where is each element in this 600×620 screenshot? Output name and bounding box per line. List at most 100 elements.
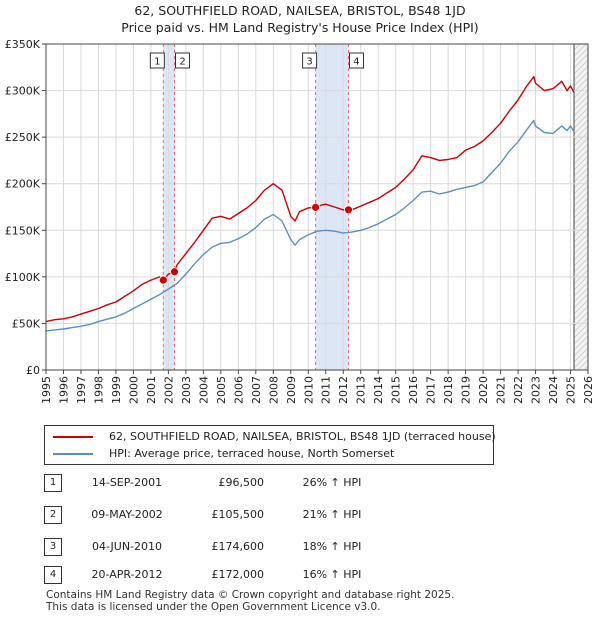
hatch-line (573, 341, 589, 357)
transaction-hpi: 26% ↑ HPI (302, 476, 362, 489)
hatch-line (573, 305, 589, 321)
legend-label-property: 62, SOUTHFIELD ROAD, NAILSEA, BRISTOL, B… (109, 430, 496, 443)
x-tick-label: 2017 (425, 376, 438, 404)
legend-swatch-property (53, 436, 93, 438)
x-tick-label: 2005 (215, 376, 228, 404)
x-tick-label: 2016 (407, 376, 420, 404)
transaction-point (311, 202, 321, 212)
x-tick-label: 2001 (145, 376, 158, 404)
hatch-line (573, 299, 589, 315)
hatch-line (573, 335, 589, 351)
transaction-number: 4 (44, 566, 62, 584)
hatch-line (583, 365, 589, 371)
hatch-line (573, 107, 589, 123)
hatch-line (573, 125, 589, 141)
transaction-price: £174,600 (211, 540, 265, 553)
hatch-line (573, 179, 589, 195)
hatch-line (573, 53, 589, 69)
hatch-line (573, 197, 589, 213)
y-tick-label: £150K (5, 224, 41, 237)
hatch-line (573, 113, 589, 129)
transaction-date: 09-MAY-2002 (91, 508, 163, 521)
transaction-price: £105,500 (211, 508, 265, 521)
hatch-line (573, 347, 589, 363)
transaction-label: 1 (154, 57, 160, 68)
hatch-line (573, 317, 589, 333)
y-tick-label: £0 (26, 364, 40, 377)
hatch-line (573, 275, 589, 291)
table-row: 1 14-SEP-2001 £96,500 26% ↑ HPI (44, 474, 444, 494)
hatch-line (573, 203, 589, 219)
hatch-line (573, 245, 589, 261)
table-row: 2 09-MAY-2002 £105,500 21% ↑ HPI (44, 506, 444, 526)
x-tick-label: 2014 (372, 376, 385, 404)
x-tick-label: 2011 (320, 376, 333, 404)
transaction-label-box (302, 52, 318, 69)
x-tick-label: 1997 (75, 376, 88, 404)
x-tick-label: 1999 (110, 376, 123, 404)
transaction-label-box (175, 52, 191, 69)
legend-label-hpi: HPI: Average price, terraced house, Nort… (109, 447, 395, 460)
hatch-line (573, 143, 589, 159)
x-tick-label: 2003 (180, 376, 193, 404)
footer-copyright: Contains HM Land Registry data © Crown c… (46, 589, 455, 601)
x-tick-label: 2000 (127, 376, 140, 404)
transaction-date: 04-JUN-2010 (91, 540, 163, 553)
hatch-line (573, 43, 587, 57)
hatch-line (573, 161, 589, 177)
x-tick-label: 2018 (442, 376, 455, 404)
legend: 62, SOUTHFIELD ROAD, NAILSEA, BRISTOL, B… (44, 425, 496, 465)
hatch-line (573, 281, 589, 297)
x-tick-label: 2007 (250, 376, 263, 404)
table-row: 3 04-JUN-2010 £174,600 18% ↑ HPI (44, 538, 444, 558)
transaction-price: £96,500 (218, 476, 265, 489)
transaction-hpi: 21% ↑ HPI (302, 508, 362, 521)
footer: Contains HM Land Registry data © Crown c… (46, 589, 454, 613)
transaction-point (170, 267, 179, 277)
hatch-line (573, 323, 589, 339)
x-tick-label: 2020 (477, 376, 490, 404)
x-tick-label: 1996 (57, 376, 70, 404)
x-tick-label: 2015 (390, 376, 403, 404)
transaction-label: 2 (179, 57, 185, 68)
x-tick-label: 2019 (460, 376, 473, 404)
chart-title: 62, SOUTHFIELD ROAD, NAILSEA, BRISTOL, B… (134, 3, 466, 18)
hatch-line (573, 43, 581, 51)
hatch-line (573, 233, 589, 249)
transaction-number: 1 (44, 474, 62, 492)
hatch-line (573, 173, 589, 189)
x-tick-label: 1998 (92, 376, 105, 404)
y-tick-label: £300K (5, 85, 41, 98)
transaction-number: 2 (44, 506, 62, 524)
hatch-line (573, 329, 589, 345)
chart-title-block: 62, SOUTHFIELD ROAD, NAILSEA, BRISTOL, B… (0, 2, 600, 36)
price-chart: 1 2 3 4 £0 £50K £100K £150K £200K £250K £300K £350… (5, 38, 595, 404)
hatch-line (577, 359, 589, 371)
transaction-label-box (348, 52, 364, 69)
transaction-label-box (149, 52, 165, 69)
hatch-line (573, 221, 589, 237)
hatch-line (573, 155, 589, 171)
hatch-line (573, 293, 589, 309)
transaction-point (344, 205, 353, 215)
hatch-line (573, 215, 589, 231)
x-tick-label: 2022 (512, 376, 525, 404)
transaction-number: 3 (44, 538, 62, 556)
y-tick-label: £200K (5, 178, 41, 191)
hatch-line (573, 47, 589, 63)
hatch-line (573, 137, 589, 153)
hatch-line (573, 77, 589, 93)
hatch-line (573, 65, 589, 81)
series-line-hpi (45, 119, 575, 332)
x-tick-label: 2026 (582, 376, 595, 404)
x-tick-label: 2024 (547, 376, 560, 404)
x-tick-label: 2002 (162, 376, 175, 404)
hatch-line (573, 59, 589, 75)
transaction-label: 3 (306, 57, 312, 68)
x-tick-label: 2004 (197, 376, 210, 404)
y-tick-label: £350K (5, 38, 41, 51)
hatch-line (573, 185, 589, 201)
x-tick-label: 2010 (302, 376, 315, 404)
legend-swatch-hpi (53, 453, 93, 455)
hatch-line (573, 287, 589, 303)
